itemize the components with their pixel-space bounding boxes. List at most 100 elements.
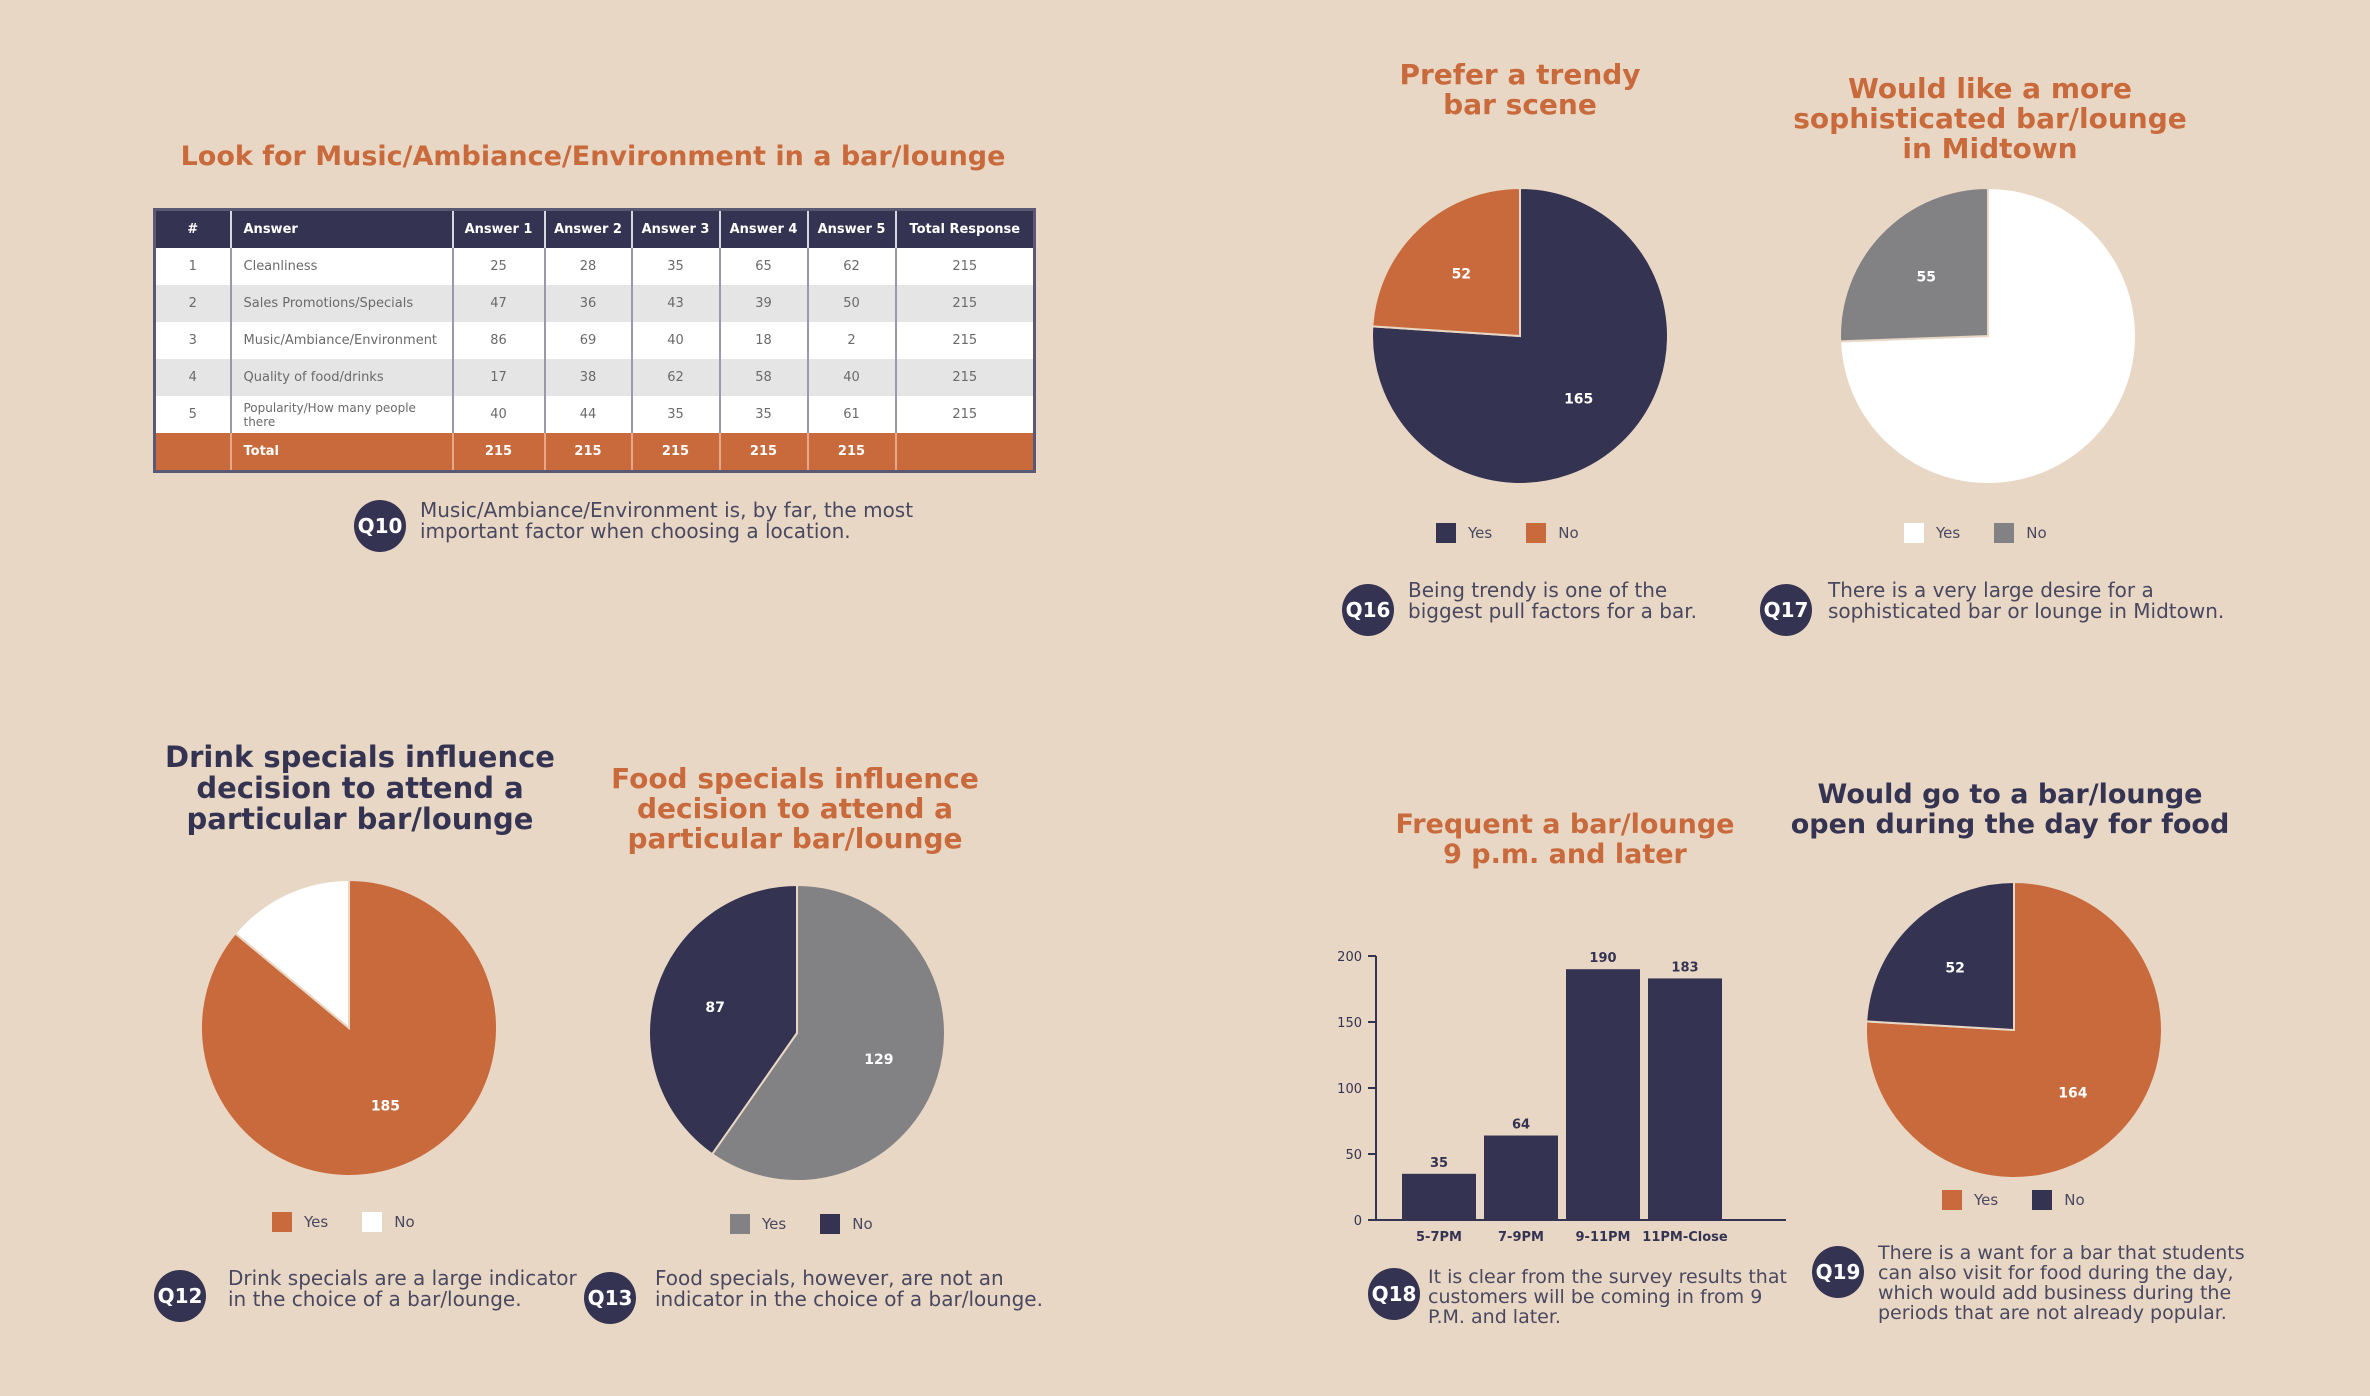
bar-value-label: 64 xyxy=(1512,1118,1530,1133)
table-cell: 215 xyxy=(544,433,633,472)
y-tick-label: 50 xyxy=(1345,1148,1362,1163)
q16-title: Prefer a trendy bar scene xyxy=(1399,58,1641,121)
total-label: Total xyxy=(230,433,454,472)
q17-badge: Q17 xyxy=(1760,584,1812,636)
y-tick-label: 0 xyxy=(1354,1214,1362,1229)
legend-label-no: No xyxy=(394,1213,415,1231)
table-cell: 62 xyxy=(631,359,721,396)
table-cell: 215 xyxy=(895,285,1036,322)
q16-caption: Being trendy is one of the biggest pull … xyxy=(1408,578,1697,623)
legend-swatch-yes xyxy=(272,1212,292,1232)
legend-swatch-no xyxy=(2032,1190,2053,1210)
table-cell: 58 xyxy=(719,359,809,396)
pie-slice-no xyxy=(1839,186,1989,343)
header-answer-2: Answer 2 xyxy=(544,209,633,248)
legend-label-no: No xyxy=(852,1215,873,1233)
bar-value-label: 35 xyxy=(1430,1156,1448,1171)
q19-title: Would go to a bar/lounge open during the… xyxy=(1790,779,2230,840)
table-total-row: Total 215 215 215 215 215 xyxy=(154,433,1036,472)
table-cell: 50 xyxy=(807,285,897,322)
header-total-response: Total Response xyxy=(895,209,1036,248)
table-cell: 39 xyxy=(719,285,809,322)
table-cell: 44 xyxy=(544,396,633,433)
table-cell: 43 xyxy=(631,285,721,322)
table-cell: 40 xyxy=(631,322,721,359)
header-num: # xyxy=(154,209,232,248)
table-cell: Cleanliness xyxy=(230,248,454,285)
q16-badge: Q16 xyxy=(1342,584,1394,636)
q12-legend: Yes No xyxy=(272,1212,449,1232)
table-cell: 35 xyxy=(719,396,809,433)
legend-label-no: No xyxy=(2064,1191,2085,1209)
table-cell: 61 xyxy=(807,396,897,433)
table-cell: 36 xyxy=(544,285,633,322)
legend-label-no: No xyxy=(2026,524,2047,542)
header-answer-5: Answer 5 xyxy=(807,209,897,248)
table-cell: 62 xyxy=(807,248,897,285)
bar-5-7pm xyxy=(1402,1173,1476,1220)
table-cell: 5 xyxy=(154,396,232,433)
table-cell xyxy=(895,433,1036,472)
bar-value-label: 183 xyxy=(1671,960,1698,975)
table-cell: 38 xyxy=(544,359,633,396)
legend-swatch-yes xyxy=(730,1214,750,1234)
table-cell: 215 xyxy=(452,433,546,472)
table-cell: 2 xyxy=(807,322,897,359)
q17-caption: There is a very large desire for a sophi… xyxy=(1828,578,2225,623)
q12-title: Drink specials influence decision to att… xyxy=(165,740,555,836)
legend-label-yes: Yes xyxy=(762,1215,787,1233)
y-tick-label: 100 xyxy=(1337,1082,1362,1097)
table-cell: 69 xyxy=(544,322,633,359)
table-cell: 215 xyxy=(807,433,897,472)
header-answer-3: Answer 3 xyxy=(631,209,721,248)
pie-value-label: 165 xyxy=(1564,392,1593,408)
table-cell: 25 xyxy=(452,248,546,285)
table-cell: 35 xyxy=(631,248,721,285)
table-cell: 2 xyxy=(154,285,232,322)
q18-bar-chart: 0 50 100 150 200 35 5-7PM 64 7-9PM 190 9-11PM 183 11… xyxy=(1337,950,1786,1245)
pie-value-label: 52 xyxy=(1452,266,1471,282)
table-cell: Quality of food/drinks xyxy=(230,359,454,396)
pie-value-label: 185 xyxy=(371,1099,400,1115)
y-tick-label: 150 xyxy=(1337,1016,1362,1031)
survey-table: # Answer Answer 1 Answer 2 Answer 3 Answ… xyxy=(153,208,1036,473)
table-cell: 215 xyxy=(895,322,1036,359)
pie-slice-no xyxy=(1865,880,2015,1032)
table-cell: 215 xyxy=(631,433,721,472)
table-cell: 40 xyxy=(807,359,897,396)
q16-pie-chart: 165 52 xyxy=(1371,186,1669,485)
pie-value-label: 87 xyxy=(705,1000,724,1016)
table-cell: 35 xyxy=(631,396,721,433)
table-row: 4 Quality of food/drinks 17 38 62 58 40 … xyxy=(154,359,1036,396)
table-cell: 28 xyxy=(544,248,633,285)
legend-swatch-no xyxy=(1994,523,2015,543)
legend-swatch-no xyxy=(1526,523,1547,543)
bar-11pm-close xyxy=(1648,978,1722,1220)
table-cell: 65 xyxy=(719,248,809,285)
q13-legend: Yes No xyxy=(730,1214,907,1234)
table-cell: Sales Promotions/Specials xyxy=(230,285,454,322)
pie-value-label: 52 xyxy=(1945,961,1964,977)
table-cell: Music/Ambiance/Environment xyxy=(230,322,454,359)
legend-label-no: No xyxy=(1558,524,1579,542)
x-tick-label: 11PM-Close xyxy=(1642,1230,1728,1245)
header-answer-1: Answer 1 xyxy=(452,209,546,248)
pie-value-label: 164 xyxy=(2058,1085,2087,1101)
q16-legend: Yes No xyxy=(1436,523,1613,543)
pie-value-label: 129 xyxy=(864,1052,893,1068)
pie-value-label: 55 xyxy=(1916,269,1935,285)
q10-badge: Q10 xyxy=(354,500,406,552)
table-cell: 17 xyxy=(452,359,546,396)
legend-swatch-no xyxy=(820,1214,841,1234)
table-row: 1 Cleanliness 25 28 35 65 62 215 xyxy=(154,248,1036,285)
pie-slice-no xyxy=(648,883,798,1156)
table-cell: 215 xyxy=(895,248,1036,285)
q18-title: Frequent a bar/lounge 9 p.m. and later xyxy=(1395,809,1735,870)
q18-badge: Q18 xyxy=(1368,1268,1420,1320)
q13-pie-chart: 129 87 xyxy=(648,883,947,1182)
q12-badge: Q12 xyxy=(154,1270,206,1322)
table-cell: Popularity/How many people there xyxy=(230,396,454,433)
q13-badge: Q13 xyxy=(584,1272,636,1324)
bar-7-9pm xyxy=(1484,1135,1558,1220)
legend-label-yes: Yes xyxy=(304,1213,329,1231)
